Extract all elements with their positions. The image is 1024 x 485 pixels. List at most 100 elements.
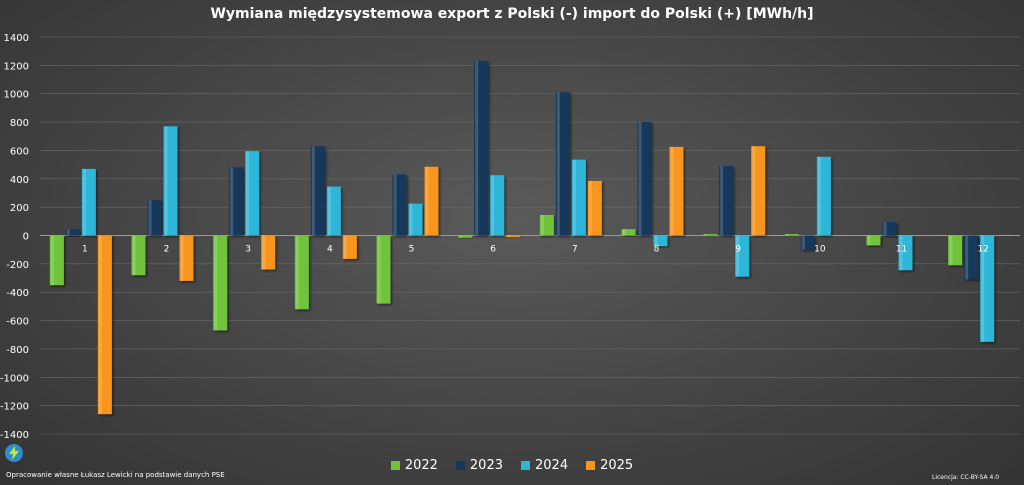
legend-label: 2023 <box>469 458 503 473</box>
bar-highlight <box>654 235 658 247</box>
bar-2023-month-8 <box>637 122 652 236</box>
bar-2022-month-5 <box>376 235 391 304</box>
bar-highlight <box>540 214 544 236</box>
bar-2023-month-7 <box>555 92 570 236</box>
bar-highlight <box>883 222 887 236</box>
bar-2023-month-12 <box>964 235 979 280</box>
license-note: Licencja: CC-BY-SA 4.0 <box>932 474 1000 481</box>
bar-2022-month-1 <box>49 235 64 286</box>
bar-2024-month-8 <box>653 235 668 247</box>
y-tick-label: -800 <box>6 345 29 356</box>
bar-highlight <box>246 151 250 236</box>
bar-highlight <box>425 166 429 236</box>
bar-2023-month-10 <box>800 235 815 250</box>
bar-2023-month-11 <box>882 222 897 236</box>
x-tick-label: 5 <box>409 245 415 255</box>
bar-2024-month-12 <box>980 235 995 342</box>
bar-2024-month-6 <box>490 175 505 236</box>
legend-item-2022: 2022 <box>390 458 438 473</box>
bar-highlight <box>343 235 347 259</box>
bar-2025-month-2 <box>179 235 194 281</box>
legend-item-2025: 2025 <box>586 458 633 473</box>
bar-2024-month-10 <box>816 156 831 236</box>
bar-2023-month-3 <box>229 167 244 236</box>
bar-highlight <box>148 200 152 236</box>
bar-2022-month-12 <box>948 235 963 266</box>
bar-2024-month-2 <box>163 126 178 236</box>
y-tick-label: -1000 <box>0 373 29 384</box>
bar-2024-month-11 <box>898 235 913 271</box>
lightning-logo-icon <box>4 443 24 463</box>
bar-highlight <box>867 235 871 246</box>
bar-2022-month-3 <box>213 235 228 331</box>
bar-2025-month-7 <box>587 180 602 236</box>
bar-2022-month-11 <box>866 235 881 246</box>
bar-highlight <box>214 235 218 331</box>
bar-2022-month-10 <box>784 234 799 236</box>
x-tick-label: 4 <box>327 245 333 255</box>
bar-highlight <box>981 235 985 342</box>
bar-2025-month-8 <box>669 146 684 236</box>
legend-swatch <box>455 461 465 470</box>
bar-highlight <box>556 92 560 236</box>
bar-highlight <box>588 180 592 236</box>
bar-2024-month-3 <box>245 151 260 236</box>
bar-highlight <box>164 126 168 236</box>
bar-2025-month-6 <box>506 235 521 237</box>
bar-2025-month-1 <box>97 235 112 415</box>
bar-2025-month-3 <box>261 235 276 270</box>
source-note: Opracowanie własne Łukasz Lewicki na pod… <box>6 471 225 479</box>
bar-highlight <box>670 146 674 236</box>
bar-2023-month-2 <box>147 200 162 236</box>
bar-2024-month-5 <box>408 203 423 236</box>
legend-item-2023: 2023 <box>455 458 503 473</box>
x-tick-label: 11 <box>896 245 907 255</box>
bar-2025-month-4 <box>342 235 357 259</box>
y-tick-label: 800 <box>10 118 29 129</box>
chart-legend: 2022 2023 2024 2025 <box>0 458 1024 473</box>
bar-highlight <box>572 159 576 236</box>
bar-highlight <box>377 235 381 304</box>
bar-2025-month-9 <box>751 146 766 236</box>
bar-2022-month-4 <box>294 235 309 310</box>
bar-highlight <box>82 168 86 236</box>
bar-highlight <box>704 234 708 236</box>
y-tick-label: 200 <box>10 203 29 214</box>
bar-2024-month-4 <box>326 186 341 236</box>
bar-2022-month-9 <box>703 234 718 236</box>
x-tick-label: 7 <box>572 245 578 255</box>
y-tick-label: -600 <box>6 317 29 328</box>
bar-highlight <box>230 167 234 236</box>
bar-highlight <box>752 146 756 236</box>
y-tick-label: 1400 <box>4 33 29 44</box>
bar-highlight <box>949 235 953 266</box>
bar-highlight <box>98 235 102 415</box>
legend-label: 2024 <box>535 458 569 473</box>
x-tick-label: 8 <box>654 245 660 255</box>
bar-highlight <box>491 175 495 236</box>
bar-highlight <box>409 203 413 236</box>
bar-highlight <box>638 122 642 236</box>
bar-highlight <box>50 235 54 286</box>
bar-2023-month-4 <box>310 146 325 236</box>
bar-highlight <box>736 235 740 277</box>
bar-2024-month-9 <box>735 235 750 277</box>
y-tick-label: 1000 <box>4 90 29 101</box>
bar-2022-month-6 <box>458 235 473 238</box>
y-tick-label: 0 <box>23 232 29 243</box>
legend-swatch <box>521 461 530 470</box>
bar-highlight <box>801 235 805 250</box>
y-tick-label: -400 <box>6 288 29 299</box>
bar-highlight <box>262 235 266 270</box>
x-tick-label: 3 <box>245 245 251 255</box>
legend-swatch <box>586 461 596 470</box>
bar-highlight <box>393 174 397 236</box>
bar-highlight <box>817 156 821 236</box>
legend-label: 2025 <box>600 458 634 473</box>
x-tick-label: 10 <box>814 245 826 255</box>
bar-2022-month-2 <box>131 235 146 276</box>
x-tick-label: 2 <box>164 245 170 255</box>
bar-highlight <box>622 229 626 236</box>
bar-2023-month-5 <box>392 174 407 236</box>
